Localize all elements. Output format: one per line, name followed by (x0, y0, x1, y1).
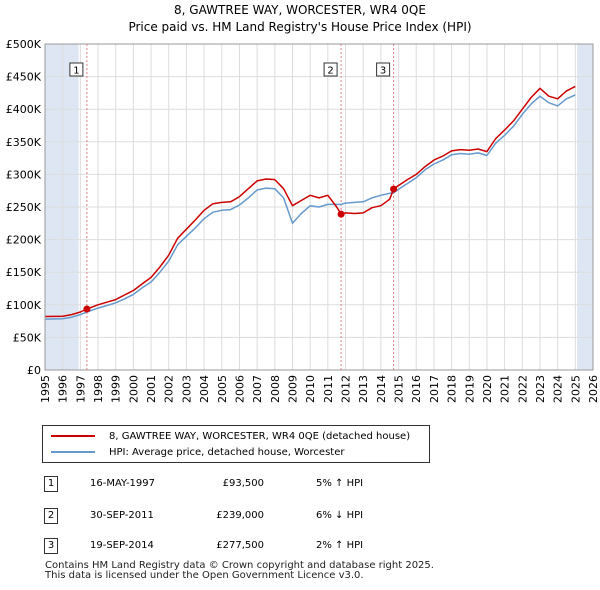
transaction-marker (337, 210, 345, 218)
x-tick-label: 2019 (463, 375, 476, 403)
x-tick-label: 1998 (92, 375, 105, 403)
x-tick-label: 1996 (57, 375, 70, 403)
transaction-hpi-diff: 2% ↑ HPI (316, 540, 364, 551)
transaction-label-box (69, 62, 84, 77)
x-tick-label: 2016 (410, 375, 423, 403)
y-tick-label: £50K (13, 331, 42, 344)
transaction-date: 16-MAY-1997 (90, 478, 156, 489)
y-tick-label: £200K (6, 234, 42, 247)
transaction-date: 30-SEP-2011 (90, 510, 154, 521)
transaction-label: 1 (73, 66, 79, 77)
transaction-hpi-diff: 6% ↓ HPI (316, 510, 364, 521)
x-tick-label: 2026 (587, 375, 600, 403)
transaction-marker (83, 305, 91, 313)
transaction-date: 19-SEP-2014 (90, 540, 154, 551)
transaction-price: £239,000 (216, 510, 264, 521)
transaction-label: 2 (327, 66, 333, 77)
x-tick-label: 2000 (127, 375, 140, 403)
x-tick-label: 2005 (216, 375, 229, 403)
chart-subtitle: Price paid vs. HM Land Registry's House … (128, 20, 472, 34)
x-tick-label: 2013 (357, 375, 370, 403)
x-tick-label: 2024 (552, 375, 565, 403)
legend-item-hpi: HPI: Average price, detached house, Worc… (43, 444, 344, 460)
y-tick-label: £0 (27, 364, 41, 377)
y-tick-label: £150K (6, 266, 42, 279)
x-tick-label: 2023 (534, 375, 547, 403)
x-tick-label: 2025 (569, 375, 582, 403)
transaction-marker (390, 185, 398, 193)
legend-label-hpi: HPI: Average price, detached house, Worc… (109, 446, 345, 458)
x-tick-label: 2008 (269, 375, 282, 403)
x-tick-label: 2015 (393, 375, 406, 403)
transaction-label-box (323, 62, 338, 77)
legend-item-property: 8, GAWTREE WAY, WORCESTER, WR4 0QE (deta… (43, 428, 410, 444)
x-tick-label: 2022 (516, 375, 529, 403)
x-tick-label: 2018 (446, 375, 459, 403)
y-tick-label: £450K (6, 71, 42, 84)
transaction-price: £93,500 (222, 478, 264, 489)
x-tick-label: 2010 (304, 375, 317, 403)
x-tick-label: 2011 (322, 375, 335, 403)
x-tick-label: 2009 (286, 375, 299, 403)
y-tick-label: £500K (6, 38, 42, 51)
x-tick-label: 2021 (499, 375, 512, 403)
table-row: 2 30-SEP-2011 £239,000 6% ↓ HPI (40, 506, 420, 526)
x-tick-label: 2014 (375, 375, 388, 403)
table-row: 3 19-SEP-2014 £277,500 2% ↑ HPI (40, 536, 420, 556)
x-tick-label: 1999 (110, 375, 123, 403)
transaction-label: 3 (380, 66, 386, 77)
x-tick-label: 2007 (251, 375, 264, 403)
x-tick-label: 2006 (233, 375, 246, 403)
property-price-line (44, 85, 576, 318)
x-tick-label: 2012 (340, 375, 353, 403)
plot-frame (44, 43, 594, 371)
y-tick-label: £400K (6, 103, 42, 116)
x-tick-label: 2001 (145, 375, 158, 403)
legend-swatch-property (51, 435, 95, 437)
x-tick-label: 2003 (180, 375, 193, 403)
hpi-line (44, 94, 576, 320)
x-tick-label: 2004 (198, 375, 211, 403)
price-chart: 1 2 3 £0 £50K £100K £150K £200K £250K £300K £350K… (6, 38, 600, 403)
y-tick-label: £100K (6, 299, 42, 312)
chart-legend: 8, GAWTREE WAY, WORCESTER, WR4 0QE (deta… (42, 425, 430, 463)
footer-line-licence: This data is licensed under the Open Gov… (45, 570, 364, 581)
y-tick-label: £350K (6, 136, 42, 149)
y-tick-label: £250K (6, 201, 42, 214)
table-row: 1 16-MAY-1997 £93,500 5% ↑ HPI (40, 474, 420, 494)
transaction-hpi-diff: 5% ↑ HPI (316, 478, 364, 489)
footer-line-copyright: Contains HM Land Registry data © Crown c… (45, 560, 434, 571)
x-tick-label: 1997 (74, 375, 87, 403)
legend-swatch-hpi (51, 451, 95, 453)
transaction-number-badge: 2 (44, 508, 58, 524)
x-tick-label: 2017 (428, 375, 441, 403)
transaction-number-badge: 1 (44, 476, 58, 492)
transaction-price: £277,500 (216, 540, 264, 551)
chart-title: 8, GAWTREE WAY, WORCESTER, WR4 0QE (174, 3, 426, 17)
x-tick-label: 2002 (163, 375, 176, 403)
transaction-label-box (376, 62, 391, 77)
x-tick-label: 1995 (39, 375, 52, 403)
y-tick-label: £300K (6, 168, 42, 181)
footer-attribution: Contains HM Land Registry data © Crown c… (45, 561, 434, 581)
transaction-number-badge: 3 (44, 538, 58, 554)
legend-label-property: 8, GAWTREE WAY, WORCESTER, WR4 0QE (deta… (109, 430, 411, 442)
x-tick-label: 2020 (481, 375, 494, 403)
